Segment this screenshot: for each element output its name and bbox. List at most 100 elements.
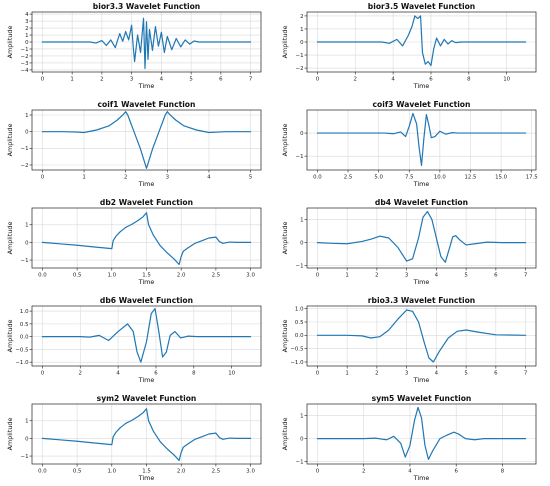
y-tick-label: 0	[25, 240, 29, 246]
x-tick-label: 7.5	[405, 175, 414, 181]
x-tick-label: 1	[70, 77, 73, 83]
x-tick-label: 3.0	[246, 469, 255, 475]
chart-title: db6 Wavelet Function	[100, 296, 193, 305]
x-tick-label: 4	[160, 77, 164, 83]
x-tick-label: 10	[503, 77, 510, 83]
x-axis-label: Time	[413, 82, 430, 90]
y-tick-label: −1	[296, 460, 304, 466]
x-tick-label: 1.5	[142, 469, 151, 475]
y-tick-label: 0	[25, 436, 29, 442]
y-tick-label: 3	[25, 19, 28, 25]
x-tick-label: 2	[362, 469, 365, 475]
y-tick-label: 0.5	[295, 320, 304, 326]
y-tick-label: 0	[300, 40, 304, 46]
x-tick-label: 1.5	[142, 273, 151, 279]
x-tick-label: 12.5	[464, 175, 476, 181]
x-tick-label: 8	[501, 469, 505, 475]
x-axis-label: Time	[413, 278, 430, 286]
series-line	[316, 15, 527, 67]
y-tick-label: −1	[296, 264, 304, 270]
y-axis-label: Amplitude	[281, 320, 289, 353]
y-tick-label: −2	[21, 163, 29, 169]
chart-panel-3: coif3 Wavelet Function 0.0 2.5 5.0 7.5 10.0 12…	[281, 100, 538, 188]
y-tick-label: 0.0	[20, 335, 29, 341]
chart-title: bior3.5 Wavelet Function	[368, 2, 475, 11]
chart-panel-7: rbio3.3 Wavelet Function 0 1 2 3 4 5 6 7 −1.0 −0.5…	[281, 296, 537, 384]
x-tick-label: 3	[405, 371, 408, 377]
y-axis-label: Amplitude	[281, 418, 289, 451]
x-tick-label: 4	[207, 175, 211, 181]
y-tick-label: −1	[296, 154, 304, 160]
y-tick-label: 0	[300, 437, 304, 443]
y-tick-label: 1.0	[20, 309, 29, 315]
x-axis-label: Time	[138, 180, 155, 188]
x-axis-label: Time	[413, 376, 430, 384]
plot-frame	[306, 11, 537, 73]
x-tick-label: 0.5	[73, 469, 82, 475]
x-tick-label: 5.0	[374, 175, 383, 181]
series-line	[316, 406, 527, 460]
chart-panel-2: coif1 Wavelet Function 0 1 2 3 4 5 −2 −1 0 1 Time Am…	[6, 100, 262, 188]
x-tick-label: 1	[345, 371, 348, 377]
y-tick-label: 0	[300, 241, 304, 247]
x-axis-label: Time	[138, 278, 155, 286]
chart-title: coif3 Wavelet Function	[373, 100, 471, 109]
x-tick-label: 5	[189, 77, 192, 83]
x-tick-label: 0	[316, 469, 320, 475]
y-axis-label: Amplitude	[6, 320, 14, 353]
y-axis-label: Amplitude	[6, 418, 14, 451]
x-tick-label: 2	[79, 371, 82, 377]
x-tick-label: 2.0	[177, 273, 186, 279]
y-tick-label: 2	[300, 14, 303, 20]
x-tick-label: 4	[408, 469, 412, 475]
x-tick-label: 2	[124, 175, 127, 181]
x-tick-label: 0.0	[38, 273, 47, 279]
x-tick-label: 3.0	[246, 273, 255, 279]
chart-title: db4 Wavelet Function	[375, 198, 468, 207]
x-tick-label: 2.5	[212, 469, 221, 475]
x-axis-label: Time	[138, 474, 155, 482]
series-line	[316, 112, 527, 166]
x-tick-label: 5	[464, 371, 467, 377]
plot-frame	[31, 403, 262, 465]
y-tick-label: −1	[296, 53, 304, 59]
x-tick-label: 6	[154, 371, 158, 377]
series-line	[41, 307, 252, 363]
x-tick-label: 0.0	[38, 469, 47, 475]
y-tick-label: 4	[25, 12, 29, 18]
y-tick-label: 0.5	[20, 322, 29, 328]
x-tick-label: 7	[249, 77, 252, 83]
x-tick-label: 6	[494, 273, 498, 279]
chart-panel-4: db2 Wavelet Function 0.0 0.5 1.0 1.5 2.0 2.5 3.…	[6, 198, 262, 286]
plot-frame	[306, 403, 537, 465]
y-tick-label: −2	[296, 66, 304, 72]
y-tick-label: 1	[300, 413, 303, 419]
plot-frame	[306, 305, 537, 367]
x-tick-label: 4	[391, 77, 395, 83]
y-tick-label: −1	[21, 47, 29, 53]
plot-frame	[306, 109, 537, 171]
series-line	[41, 17, 252, 70]
x-tick-label: 0	[316, 77, 320, 83]
chart-title: bior3.3 Wavelet Function	[93, 2, 200, 11]
y-tick-label: 1	[25, 113, 28, 119]
chart-title: rbio3.3 Wavelet Function	[368, 296, 475, 305]
y-tick-label: 0	[25, 40, 29, 46]
x-tick-label: 0	[41, 77, 45, 83]
x-tick-label: 2	[100, 77, 103, 83]
x-tick-label: 2	[375, 273, 378, 279]
chart-title: db2 Wavelet Function	[100, 198, 193, 207]
y-tick-label: −1.0	[15, 360, 29, 366]
y-axis-label: Amplitude	[6, 26, 14, 59]
y-tick-label: −0.5	[290, 347, 303, 353]
x-tick-label: 7	[524, 273, 527, 279]
x-axis-label: Time	[413, 180, 430, 188]
y-axis-label: Amplitude	[281, 124, 289, 157]
x-tick-label: 3	[166, 175, 169, 181]
chart-title: sym5 Wavelet Function	[372, 394, 472, 403]
y-tick-label: −1	[21, 258, 29, 264]
x-tick-label: 10	[228, 371, 235, 377]
series-line	[41, 111, 252, 169]
y-tick-label: 1.0	[295, 307, 304, 313]
